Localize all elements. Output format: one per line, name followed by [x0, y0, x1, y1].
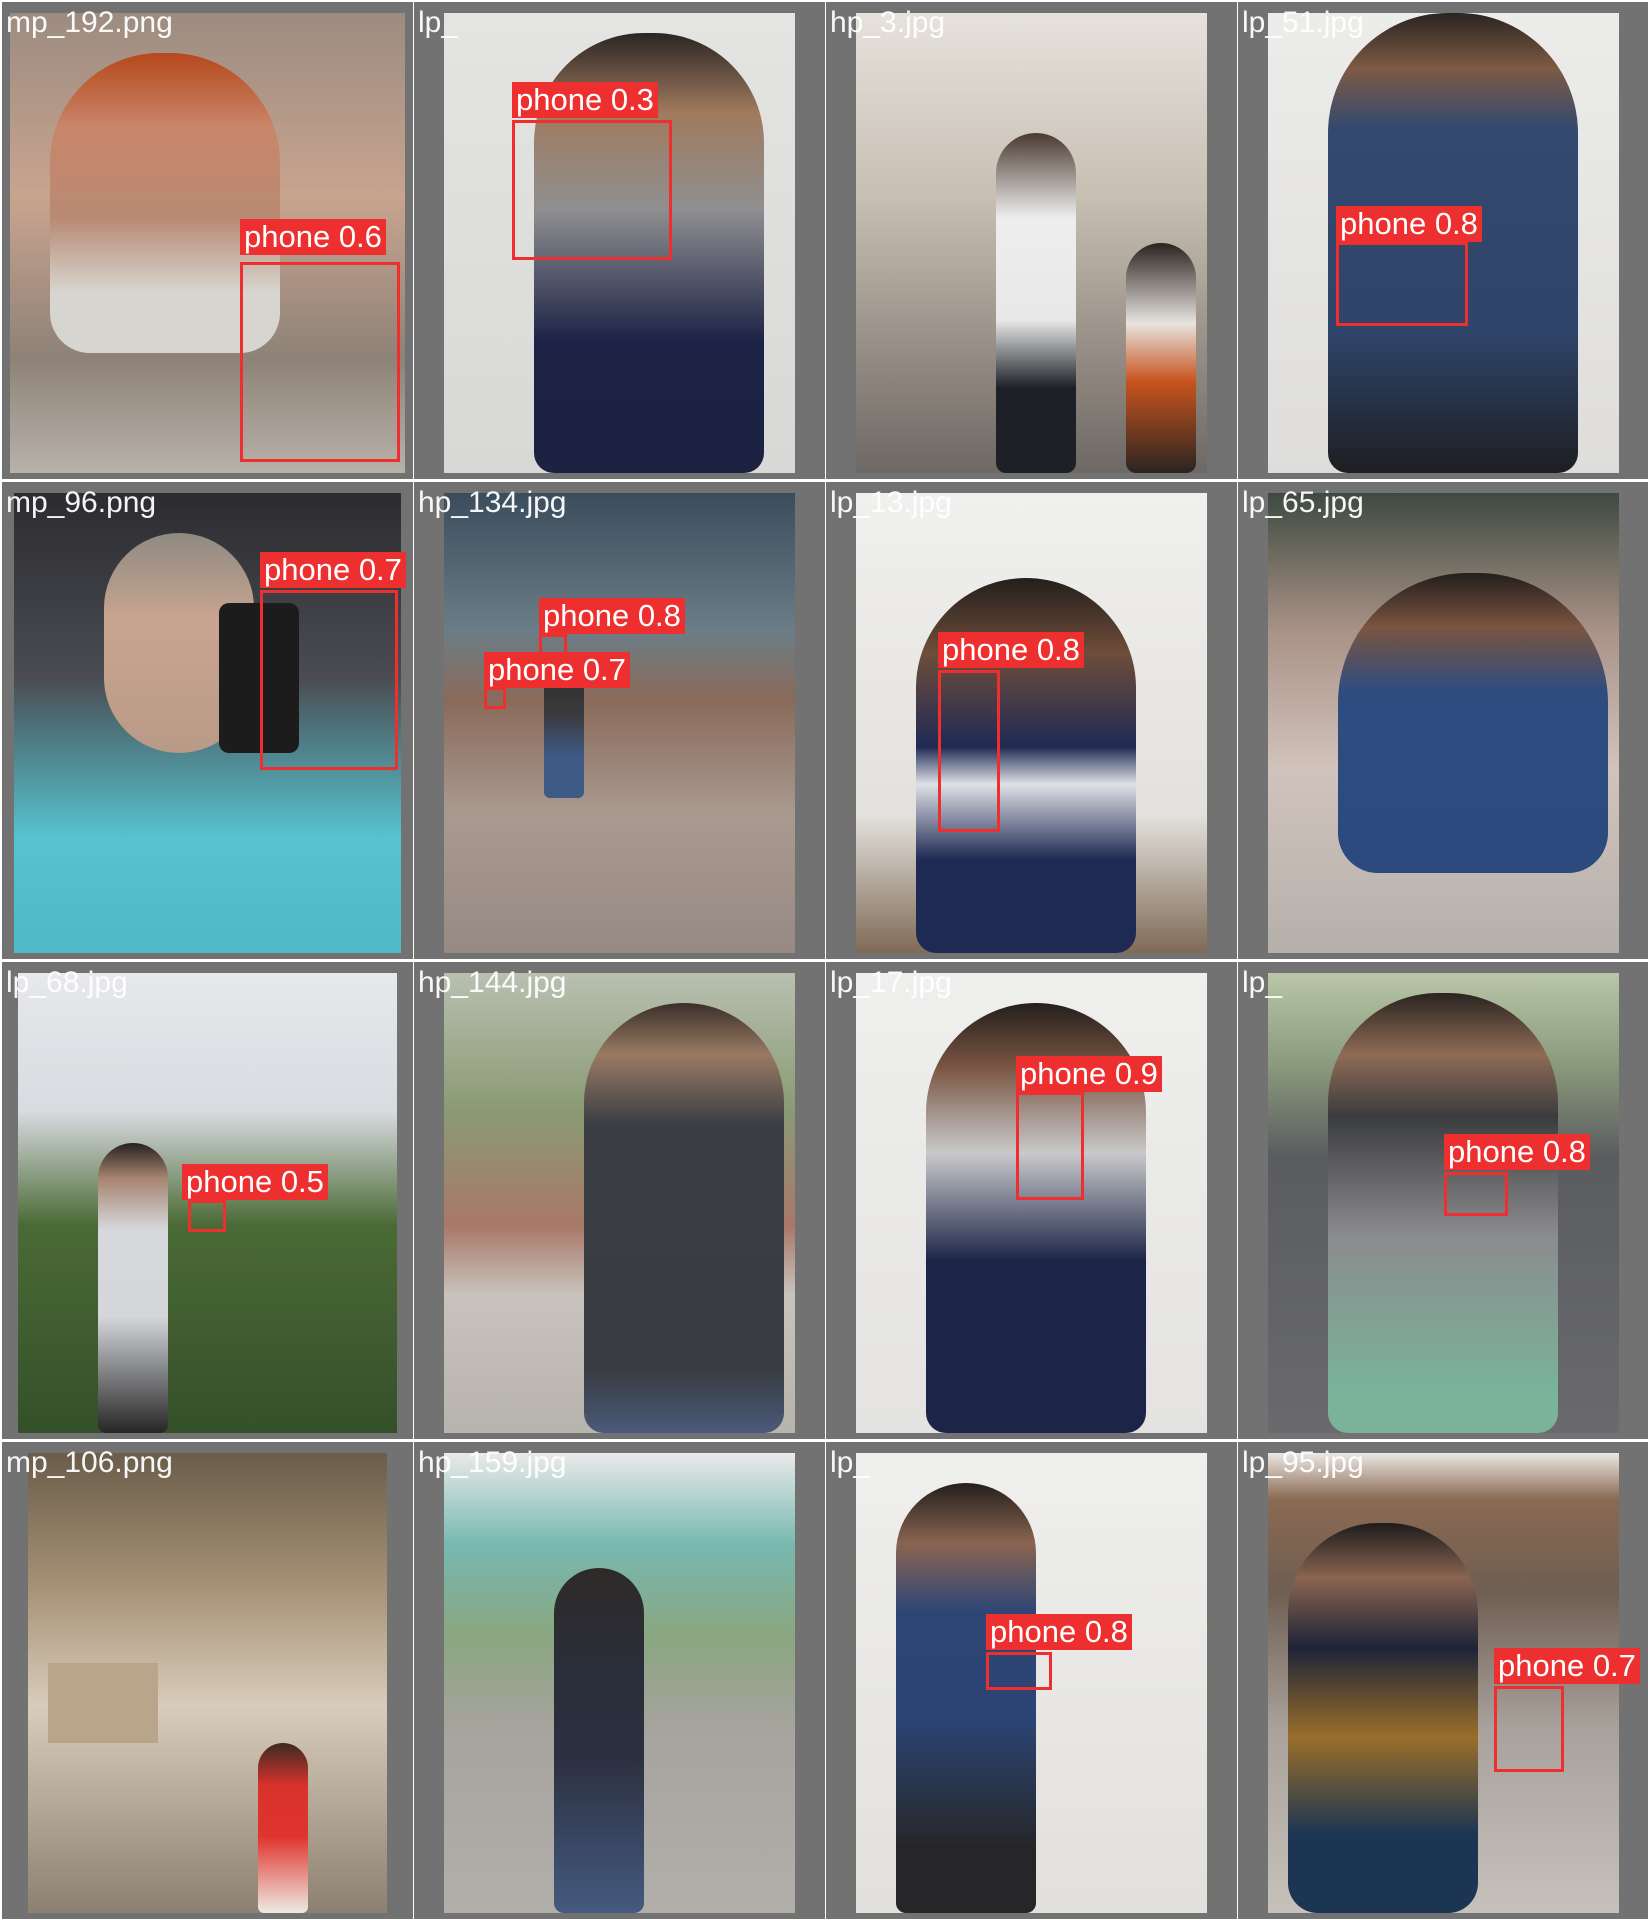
detection-label: phone 0.8 [539, 598, 685, 634]
phone-detection-box [188, 1200, 226, 1232]
image-filename: lp_51.jpg [1242, 6, 1364, 39]
grid-cell: lp_ phone 0.3 [414, 2, 825, 479]
phone-detection-box [260, 590, 398, 770]
detection-label: phone 0.7 [260, 552, 406, 588]
grid-cell: hp_144.jpg [414, 962, 825, 1439]
grid-cell: lp_51.jpg phone 0.8 [1238, 2, 1648, 479]
detection-label: phone 0.8 [938, 632, 1084, 668]
image-filename: lp_ [830, 1446, 871, 1479]
detection-label: phone 0.8 [986, 1614, 1132, 1650]
phone-detection-box [1336, 242, 1468, 326]
photo [1268, 973, 1619, 1433]
photo [856, 1453, 1207, 1913]
grid-cell: mp_106.png [2, 1442, 413, 1919]
grid-cell: lp_17.jpg phone 0.9 [826, 962, 1237, 1439]
phone-detection-box [240, 262, 400, 462]
image-filename: lp_68.jpg [6, 966, 128, 999]
photo [28, 1453, 387, 1913]
image-filename: mp_106.png [6, 1446, 173, 1479]
person-silhouette [896, 1483, 1036, 1913]
image-filename: hp_134.jpg [418, 486, 567, 519]
detection-label: phone 0.3 [512, 82, 658, 118]
grid-cell: lp_ phone 0.8 [1238, 962, 1648, 1439]
grid-cell: lp_68.jpg phone 0.5 [2, 962, 413, 1439]
phone-detection-box [1444, 1172, 1508, 1216]
grid-cell: hp_134.jpg phone 0.8 phone 0.7 [414, 482, 825, 959]
phone-detection-box [512, 120, 672, 260]
detection-label: phone 0.8 [1336, 206, 1482, 242]
photo [444, 493, 795, 953]
image-filename: hp_144.jpg [418, 966, 567, 999]
person-silhouette [1338, 573, 1608, 873]
person-silhouette [554, 1568, 644, 1913]
photo [856, 13, 1207, 473]
detection-label: phone 0.7 [484, 652, 630, 688]
image-filename: lp_95.jpg [1242, 1446, 1364, 1479]
grid-cell: lp_65.jpg [1238, 482, 1648, 959]
image-filename: mp_192.png [6, 6, 173, 39]
person-silhouette [1126, 243, 1196, 473]
photo [444, 973, 795, 1433]
person-silhouette [1288, 1523, 1478, 1913]
phone [219, 603, 299, 753]
detection-label: phone 0.5 [182, 1164, 328, 1200]
person-silhouette [258, 1743, 308, 1913]
phone-detection-box [1494, 1686, 1564, 1772]
image-filename: lp_ [1242, 966, 1283, 999]
phone-detection-box [986, 1652, 1052, 1690]
image-filename: hp_3.jpg [830, 6, 946, 39]
grid-cell: mp_192.png phone 0.6 [2, 2, 413, 479]
person-silhouette [996, 133, 1076, 473]
person-silhouette [98, 1143, 168, 1433]
person-silhouette [584, 1003, 784, 1433]
image-filename: lp_13.jpg [830, 486, 952, 519]
image-filename: lp_65.jpg [1242, 486, 1364, 519]
image-filename: lp_ [418, 6, 459, 39]
detection-label: phone 0.9 [1016, 1056, 1162, 1092]
grid-cell: mp_96.png phone 0.7 [2, 482, 413, 959]
photo [18, 973, 397, 1433]
detection-label: phone 0.6 [240, 219, 386, 255]
photo [856, 973, 1207, 1433]
detection-label: phone 0.8 [1444, 1134, 1590, 1170]
image-filename: lp_17.jpg [830, 966, 952, 999]
grid-cell: hp_3.jpg [826, 2, 1237, 479]
grid-cell: lp_13.jpg phone 0.8 [826, 482, 1237, 959]
detection-label: phone 0.7 [1494, 1648, 1640, 1684]
grid-cell: hp_159.jpg [414, 1442, 825, 1919]
phone-detection-box [484, 687, 506, 709]
image-filename: mp_96.png [6, 486, 157, 519]
grid-cell: lp_ phone 0.8 [826, 1442, 1237, 1919]
grid-cell: lp_95.jpg phone 0.7 [1238, 1442, 1648, 1919]
photo [444, 1453, 795, 1913]
photo [856, 493, 1207, 953]
cargo-box [48, 1663, 158, 1743]
person-silhouette [1328, 993, 1558, 1433]
image-filename: hp_159.jpg [418, 1446, 567, 1479]
photo [1268, 493, 1619, 953]
photo [1268, 1453, 1619, 1913]
phone-detection-box [938, 670, 1000, 832]
phone-detection-box [1016, 1092, 1084, 1200]
